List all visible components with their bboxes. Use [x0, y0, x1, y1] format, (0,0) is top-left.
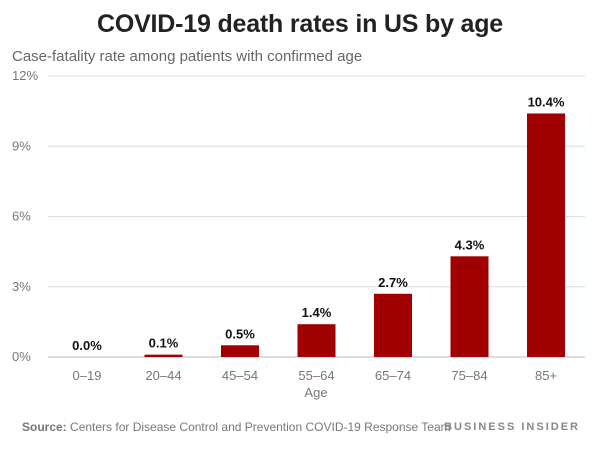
- bar: [221, 345, 259, 357]
- chart-title: COVID-19 death rates in US by age: [96, 10, 504, 38]
- x-tick-label: 85+: [535, 368, 557, 383]
- x-tick-label: 20–44: [145, 368, 181, 383]
- bars: [144, 113, 565, 357]
- x-tick-label: 75–84: [451, 368, 487, 383]
- data-label: 0.1%: [149, 336, 179, 351]
- bar: [374, 293, 412, 357]
- data-label: 0.0%: [72, 338, 102, 353]
- x-tick-label: 65–74: [375, 368, 411, 383]
- source-text: Centers for Disease Control and Preventi…: [66, 420, 451, 434]
- data-label: 10.4%: [528, 94, 565, 109]
- x-tick-label: 55–64: [298, 368, 334, 383]
- y-axis-ticks: 0% 3% 6% 9% 12%: [12, 68, 38, 364]
- source-note: Source: Centers for Disease Control and …: [22, 420, 451, 434]
- y-tick-label: 3%: [12, 279, 31, 294]
- data-label: 4.3%: [455, 237, 485, 252]
- y-tick-label: 12%: [12, 68, 38, 83]
- data-label: 0.5%: [225, 326, 255, 341]
- data-label: 1.4%: [302, 305, 332, 320]
- bar: [450, 256, 489, 357]
- y-tick-label: 9%: [12, 138, 31, 153]
- bar: [144, 354, 183, 357]
- x-axis-label: Age: [304, 385, 327, 400]
- x-axis-ticks: 0–19 20–44 45–54 55–64 65–74 75–84 85+: [73, 368, 557, 383]
- brand-logo: BUSINESS INSIDER: [444, 421, 580, 433]
- chart-subtitle: Case-fatality rate among patients with c…: [12, 48, 363, 65]
- data-label: 2.7%: [378, 275, 408, 290]
- x-tick-label: 0–19: [73, 368, 102, 383]
- y-tick-label: 0%: [12, 349, 31, 364]
- data-labels: 0.0% 0.1% 0.5% 1.4% 2.7% 4.3% 10.4%: [72, 94, 565, 353]
- y-tick-label: 6%: [12, 209, 31, 224]
- source-label: Source:: [22, 420, 67, 434]
- bar: [527, 113, 565, 357]
- bar: [297, 324, 336, 357]
- x-tick-label: 45–54: [222, 368, 258, 383]
